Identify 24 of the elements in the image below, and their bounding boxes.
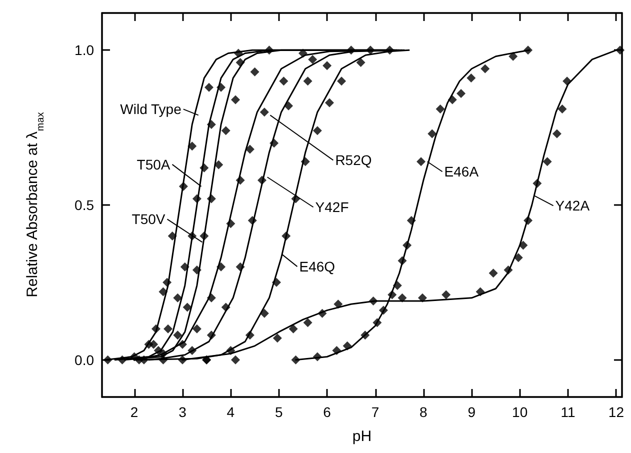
x-tick-label: 9 (468, 404, 476, 420)
y-axis-title: Relative Absorbance at λmax (24, 112, 46, 298)
x-axis-title: pH (352, 428, 372, 445)
y-tick-label: 0.5 (74, 197, 94, 213)
annotation: E46Q (299, 258, 336, 275)
x-tick-label: 7 (371, 404, 380, 420)
y-tick-label: 1.0 (74, 42, 94, 58)
x-tick-label: 12 (608, 404, 624, 420)
annotation: T50V (132, 211, 166, 228)
annotation: E46A (444, 164, 480, 180)
x-tick-label: 3 (178, 404, 187, 420)
annotation: Y42F (315, 199, 349, 216)
annotation: Wild Type (120, 101, 182, 118)
annotation: R52Q (335, 152, 372, 168)
x-tick-label: 2 (130, 404, 138, 420)
x-tick-label: 8 (420, 404, 428, 420)
annotation: Y42A (555, 198, 590, 214)
x-tick-label: 5 (274, 404, 283, 420)
x-tick-label: 10 (512, 404, 528, 420)
x-tick-label: 4 (226, 404, 235, 420)
y-tick-label: 0.0 (74, 352, 94, 368)
x-tick-label: 6 (323, 404, 332, 420)
x-tick-label: 11 (560, 404, 576, 420)
annotation: T50A (136, 156, 171, 172)
